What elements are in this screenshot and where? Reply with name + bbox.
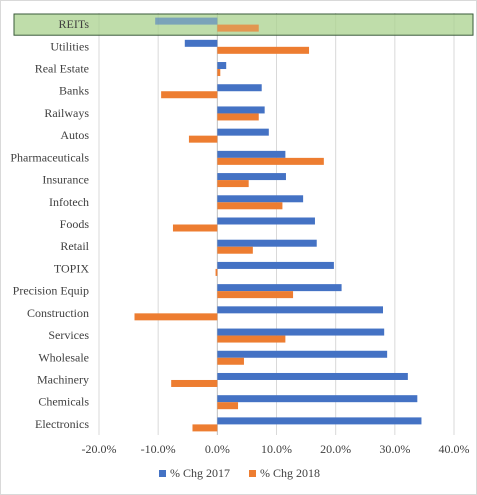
bar (217, 306, 383, 314)
category-label: Services (48, 328, 89, 342)
bar (217, 357, 244, 365)
bar (217, 246, 253, 254)
bar (217, 261, 334, 269)
bar (217, 335, 286, 343)
x-tick-label: 10.0% (261, 442, 292, 456)
x-tick-label: 20.0% (320, 442, 351, 456)
bar (161, 91, 218, 99)
category-label: Infotech (49, 195, 89, 209)
bar (217, 106, 265, 114)
bar (217, 291, 294, 299)
bar (217, 150, 286, 158)
bar (217, 113, 259, 121)
bar (217, 395, 418, 403)
bar (217, 202, 283, 210)
legend-swatch (249, 470, 256, 477)
category-label: TOPIX (54, 261, 89, 275)
category-labels: REITs Utilities Real Estate Banks Railways Au… (10, 17, 89, 431)
bar (188, 135, 218, 143)
bar (217, 69, 221, 77)
bar (217, 62, 227, 70)
bar (171, 379, 218, 387)
legend-label: % Chg 2018 (260, 466, 320, 480)
bar (217, 24, 259, 32)
x-tick-label: -20.0% (82, 442, 117, 456)
category-label: Real Estate (35, 62, 89, 76)
bar (217, 46, 310, 54)
bar (217, 217, 315, 225)
category-label: Wholesale (38, 350, 89, 364)
category-label: Railways (44, 106, 89, 120)
bar (217, 195, 304, 203)
bar (217, 239, 317, 247)
bar (217, 284, 342, 292)
x-tick-label: -10.0% (141, 442, 176, 456)
category-label: Construction (27, 306, 89, 320)
category-label: Machinery (37, 372, 89, 386)
category-label: Insurance (42, 173, 89, 187)
bar (217, 157, 324, 165)
bar (172, 224, 218, 232)
bar (217, 350, 388, 358)
category-label: Electronics (35, 417, 89, 431)
category-label: Pharmaceuticals (10, 150, 89, 164)
bar (217, 128, 269, 136)
bar (217, 84, 262, 92)
bar (155, 17, 218, 25)
x-axis-ticks: -20.0% -10.0% 0.0% 10.0% 20.0% 30.0% 40.0% (82, 442, 470, 456)
category-label: Banks (59, 84, 89, 98)
bar (217, 173, 286, 181)
category-label: Utilities (50, 39, 89, 53)
bar (134, 313, 218, 321)
category-label: REITs (59, 17, 90, 31)
bar (217, 372, 408, 380)
legend-swatch (159, 470, 166, 477)
bars-layer (134, 17, 422, 432)
bar (184, 39, 218, 47)
x-tick-label: 30.0% (379, 442, 410, 456)
bar (192, 424, 218, 432)
bar (215, 268, 218, 276)
bar (217, 328, 385, 336)
legend-label: % Chg 2017 (170, 466, 230, 480)
category-label: Chemicals (38, 395, 89, 409)
category-label: Precision Equip (13, 284, 89, 298)
x-tick-label: 40.0% (439, 442, 470, 456)
category-label: Foods (60, 217, 90, 231)
bar (217, 402, 239, 410)
category-label: Autos (60, 128, 89, 142)
legend: % Chg 2017 % Chg 2018 (159, 466, 320, 480)
category-label: Retail (60, 239, 89, 253)
x-tick-label: 0.0% (205, 442, 230, 456)
bar (217, 180, 249, 188)
bar (217, 417, 422, 425)
